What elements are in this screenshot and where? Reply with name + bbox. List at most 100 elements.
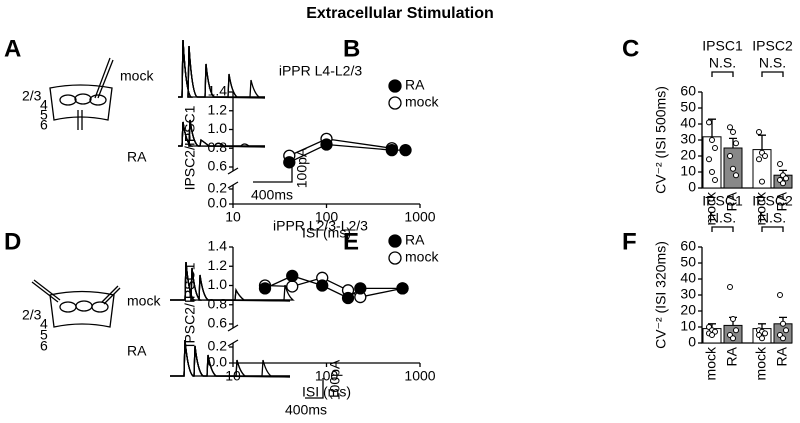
- y-axis: [232, 247, 420, 364]
- significance-label: N.S.: [709, 55, 736, 71]
- y-axis-label: CV⁻² (ISI 320ms): [653, 241, 669, 349]
- y-tick-label: 0.8: [208, 295, 228, 311]
- marker: [283, 156, 296, 169]
- y-tick-label: 10: [680, 163, 696, 179]
- condition-label: RA: [127, 343, 147, 359]
- group-label: IPSC2: [752, 38, 793, 54]
- panel-label: D: [4, 228, 21, 255]
- y-tick-label: 1.4: [208, 238, 228, 254]
- panel-label: A: [4, 35, 21, 62]
- data-point: [730, 335, 736, 342]
- data-point: [730, 129, 736, 135]
- y-tick-label: 40: [680, 270, 696, 286]
- y-tick-label: 0: [688, 179, 696, 195]
- y-axis-label: CV⁻² (ISI 500ms): [653, 86, 669, 194]
- data-point: [759, 178, 765, 185]
- legend-label: RA: [405, 232, 425, 248]
- scale-current: 100pA: [327, 359, 343, 400]
- figure-title: Extracellular Stimulation: [306, 5, 494, 22]
- group-label: IPSC1: [702, 38, 743, 54]
- data-point: [730, 316, 736, 322]
- significance-bracket: [711, 71, 734, 77]
- x-tick-label: RA: [724, 346, 740, 366]
- legend-marker: [388, 234, 402, 248]
- x-tick-label: 100: [315, 209, 339, 225]
- layer-label: 5: [40, 107, 48, 123]
- data-point: [733, 140, 739, 147]
- group-label: IPSC2: [752, 193, 793, 209]
- error-bar: [758, 134, 766, 150]
- y-tick-label: 20: [680, 302, 696, 318]
- axis-break: [227, 167, 239, 189]
- legend-label: mock: [405, 94, 439, 110]
- series-line: [289, 143, 406, 163]
- layer-label: 5: [40, 327, 48, 343]
- data-point: [712, 145, 718, 151]
- y-tick-label: 0.0: [208, 354, 228, 370]
- error-bar: [758, 323, 766, 329]
- condition-label: mock: [127, 293, 161, 309]
- condition-label: RA: [127, 149, 147, 165]
- y-tick-label: 1.0: [208, 276, 228, 292]
- x-tick-label: RA: [774, 346, 790, 366]
- y-tick-label: 0.6: [208, 158, 228, 174]
- legend-marker: [388, 79, 402, 93]
- layer-label: 4: [40, 97, 48, 113]
- y-tick-label: 60: [680, 238, 696, 254]
- data-point: [783, 327, 789, 334]
- y-axis-label: IPSC2/IPSC1: [182, 105, 198, 190]
- slice-schematic: [31, 279, 121, 328]
- group-label: IPSC1: [702, 193, 743, 209]
- data-point: [730, 165, 736, 172]
- significance-bracket: [761, 71, 784, 77]
- scale-time: 400ms: [251, 187, 293, 203]
- significance-label: N.S.: [759, 210, 786, 226]
- layer-label: 2/3: [22, 307, 42, 323]
- data-point: [756, 129, 762, 135]
- data-point: [762, 330, 768, 337]
- data-point: [706, 156, 712, 163]
- x-axis-label: ISI (ms): [302, 225, 351, 241]
- panel-label: B: [343, 35, 360, 62]
- slice-schematic: [49, 57, 114, 130]
- panel-label: C: [622, 35, 639, 62]
- data-point: [759, 335, 765, 342]
- x-tick-label: 1000: [404, 209, 435, 225]
- data-point: [727, 153, 733, 159]
- significance-label: N.S.: [759, 55, 786, 71]
- data-point: [733, 172, 739, 179]
- data-point: [777, 161, 783, 167]
- data-point: [780, 320, 786, 327]
- y-tick-label: 1.0: [208, 120, 228, 136]
- y-tick-label: 0.2: [208, 180, 228, 196]
- marker: [320, 138, 333, 151]
- y-tick-label: 20: [680, 147, 696, 163]
- y-tick-label: 50: [680, 99, 696, 115]
- layer-label: 6: [40, 338, 48, 354]
- chart-title: iPPR L4-L2/3: [279, 63, 362, 79]
- x-tick-label: 1000: [404, 368, 435, 384]
- layer-label: 4: [40, 316, 48, 332]
- x-tick-label: 10: [225, 368, 241, 384]
- y-tick-label: 0.8: [208, 139, 228, 155]
- data-point: [709, 169, 715, 175]
- significance-label: N.S.: [709, 210, 736, 226]
- data-point: [712, 177, 718, 183]
- significance-bracket: [711, 226, 734, 232]
- legend-label: RA: [405, 77, 425, 93]
- panel-label: E: [343, 228, 359, 255]
- y-tick-label: 10: [680, 318, 696, 334]
- y-tick-label: 30: [680, 131, 696, 147]
- condition-label: mock: [120, 68, 154, 84]
- trace: [170, 339, 290, 377]
- marker: [354, 282, 367, 295]
- marker: [286, 280, 299, 293]
- y-tick-label: 0.2: [208, 338, 228, 354]
- y-tick-label: 0.6: [208, 315, 228, 331]
- scale-bar: [305, 378, 324, 399]
- x-tick-label: RA: [774, 191, 790, 211]
- trace: [178, 39, 265, 98]
- data-point: [727, 124, 733, 131]
- trace: [170, 261, 295, 301]
